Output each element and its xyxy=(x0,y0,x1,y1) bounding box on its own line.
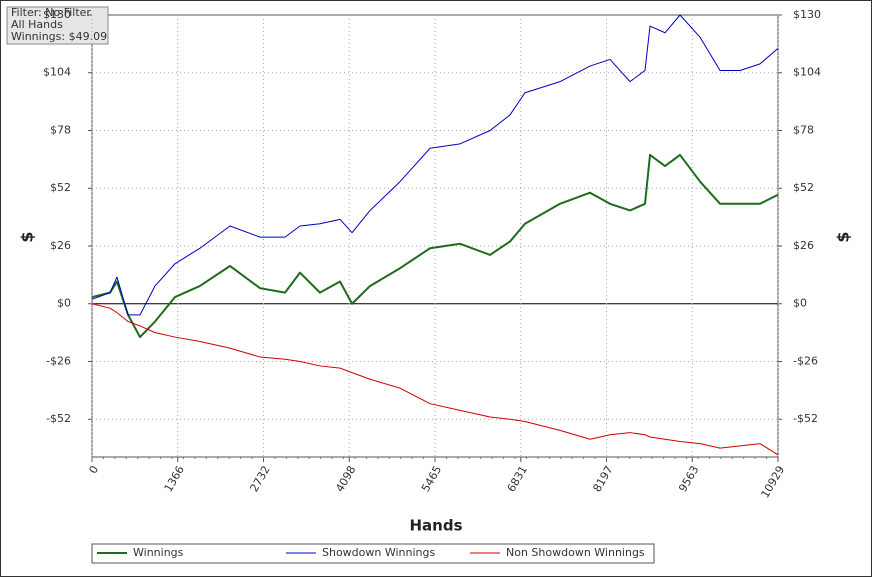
legend-label: Showdown Winnings xyxy=(322,546,436,559)
y2-tick-label: -$52 xyxy=(793,412,818,425)
series-line xyxy=(91,303,779,456)
y2-axis-title: $ xyxy=(834,231,853,242)
y-tick-label: $52 xyxy=(50,181,71,194)
series-line xyxy=(91,153,779,339)
y-tick-label: $78 xyxy=(50,123,71,136)
y2-tick-label: $52 xyxy=(793,181,814,194)
y2-tick-label: $130 xyxy=(793,8,821,21)
y-tick-label: $0 xyxy=(57,297,71,310)
x-axis-title: Hands xyxy=(409,517,462,535)
y2-tick-label: -$26 xyxy=(793,354,818,367)
info-line: All Hands xyxy=(11,18,63,31)
y-axis-title: $ xyxy=(18,231,37,242)
y-tick-label: $26 xyxy=(50,239,71,252)
y2-tick-label: $26 xyxy=(793,239,814,252)
info-line: Filter: No Filter xyxy=(11,6,91,19)
info-box xyxy=(6,6,109,45)
y2-tick-label: $0 xyxy=(793,297,807,310)
y-tick-label: -$52 xyxy=(46,412,71,425)
y-tick-label: $130 xyxy=(43,8,71,21)
y2-tick-label: $78 xyxy=(793,123,814,136)
legend-label: Non Showdown Winnings xyxy=(506,546,645,559)
y-tick-label: -$26 xyxy=(46,354,71,367)
y2-tick-label: $104 xyxy=(793,66,821,79)
legend-label: Winnings xyxy=(133,546,184,559)
y-tick-label: $104 xyxy=(43,66,71,79)
series-line xyxy=(91,14,779,316)
info-line: Winnings: $49.09 xyxy=(11,30,107,43)
legend xyxy=(91,543,655,564)
